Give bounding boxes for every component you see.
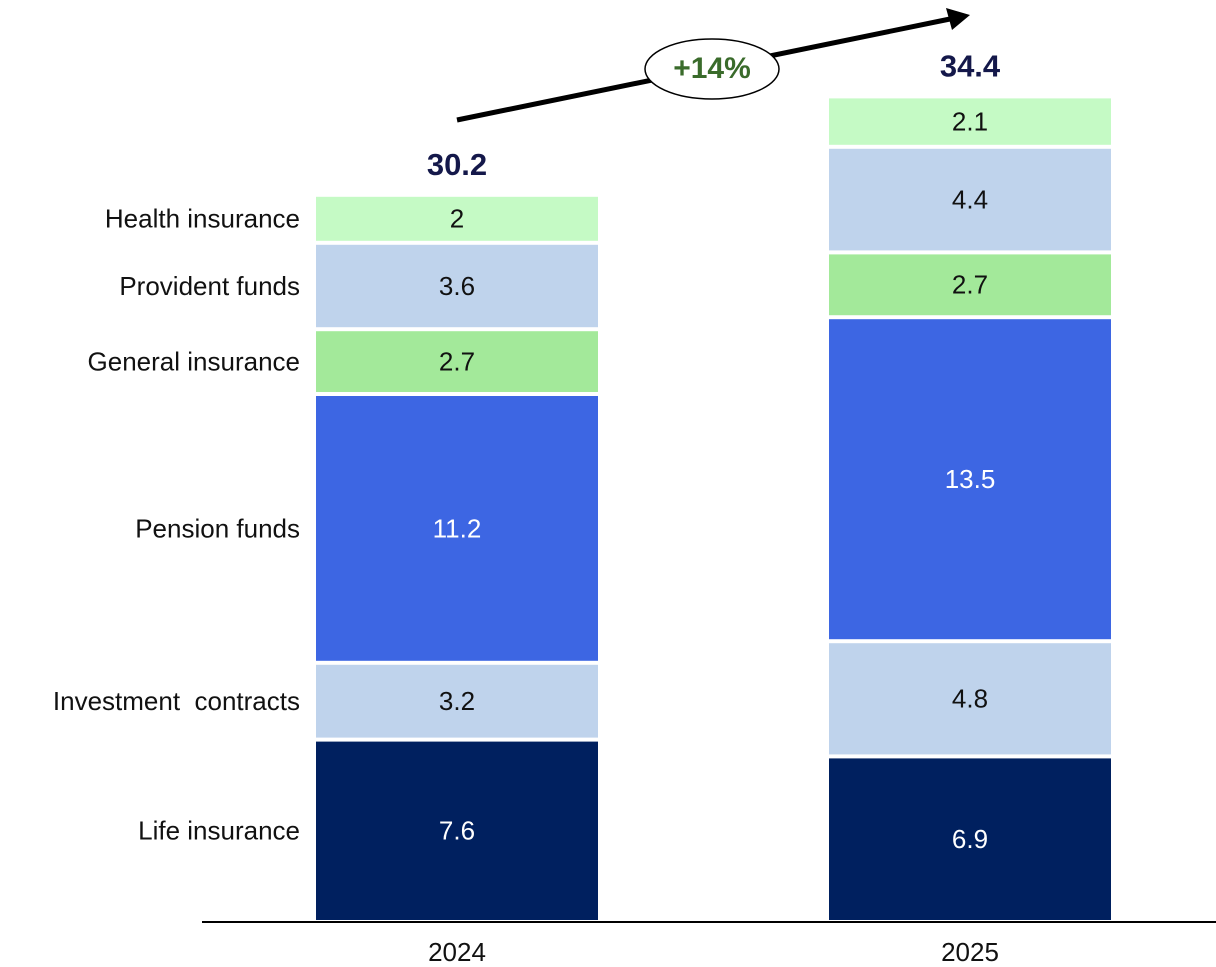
x-tick-label: 2024 — [428, 937, 486, 967]
bar-segment — [829, 319, 1111, 640]
x-tick-label: 2025 — [941, 937, 999, 967]
legend-label: General insurance — [88, 346, 300, 376]
segment-label: 2.1 — [952, 106, 988, 136]
bar-segment — [316, 396, 598, 661]
bar-segment — [829, 254, 1111, 316]
segment-label: 4.4 — [952, 184, 988, 214]
segment-label: 11.2 — [433, 513, 482, 543]
legend-label: Pension funds — [135, 513, 300, 543]
legend-label: Investment contracts — [53, 686, 300, 716]
segment-label: 3.2 — [439, 686, 475, 716]
bar-segment — [829, 643, 1111, 755]
bar-segment — [316, 664, 598, 738]
segment-label: 13.5 — [945, 464, 996, 494]
growth-bubble — [644, 38, 780, 100]
arrow-head — [946, 8, 970, 30]
bar-segment — [316, 741, 598, 920]
total: 34.4 — [940, 49, 1001, 84]
bar-segment — [829, 758, 1111, 920]
segment-label: 2.7 — [952, 270, 988, 300]
segment-label: 4.8 — [952, 684, 988, 714]
legend-label: Life insurance — [138, 816, 300, 846]
growth-label: +14% — [673, 52, 751, 85]
bar-segment — [829, 98, 1111, 145]
bar-segment — [316, 244, 598, 328]
segment-label: 2 — [450, 204, 464, 234]
legend-label: Provident funds — [119, 271, 300, 301]
segment-label: 3.6 — [439, 271, 475, 301]
segment-label: 2.7 — [439, 346, 475, 376]
legend-label: Health insurance — [105, 204, 300, 234]
bar-segment — [829, 148, 1111, 251]
bar-segment — [316, 196, 598, 241]
bar-segment — [316, 331, 598, 392]
total: 30.2 — [427, 147, 487, 182]
segment-label: 6.9 — [952, 824, 988, 854]
segment-label: 7.6 — [439, 816, 475, 846]
